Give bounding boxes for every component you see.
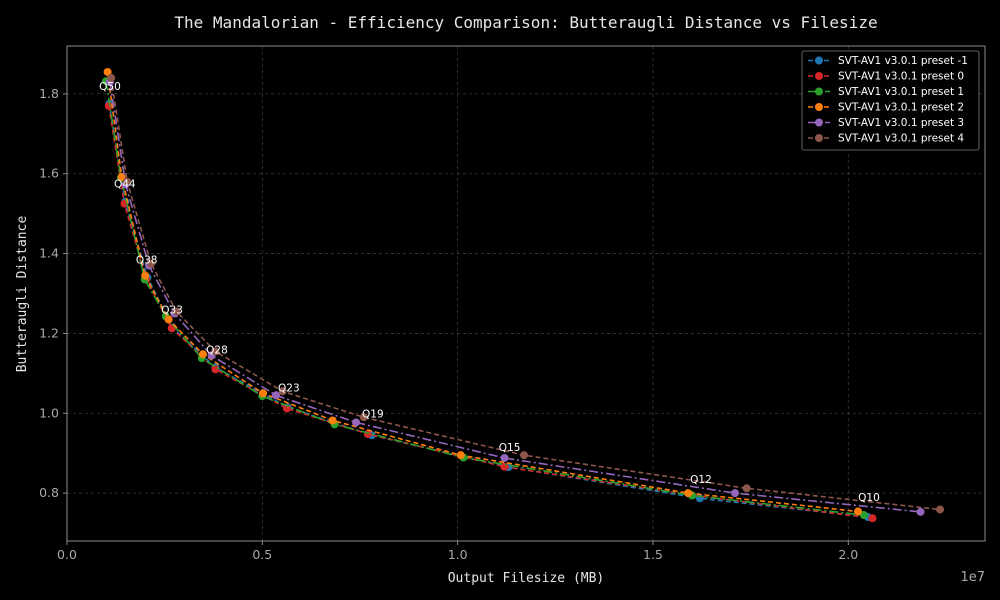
legend-marker bbox=[815, 134, 823, 142]
data-point bbox=[328, 416, 337, 425]
data-point bbox=[859, 511, 868, 520]
data-point bbox=[500, 453, 509, 462]
quality-label: Q28 bbox=[206, 344, 228, 356]
x-tick-label: 0.5 bbox=[252, 547, 272, 562]
x-tick-label: 1.5 bbox=[643, 547, 663, 562]
legend-marker bbox=[815, 87, 823, 96]
legend-item: SVT-AV1 v3.0.1 preset 0 bbox=[808, 71, 964, 83]
data-point bbox=[172, 307, 181, 316]
quality-label: Q12 bbox=[690, 474, 712, 486]
data-point bbox=[103, 67, 112, 76]
data-point bbox=[164, 315, 173, 324]
data-point bbox=[359, 413, 368, 422]
data-point bbox=[211, 347, 220, 356]
legend-label: SVT-AV1 v3.0.1 preset -1 bbox=[838, 55, 968, 67]
series-line bbox=[108, 105, 873, 519]
data-point bbox=[936, 505, 945, 514]
y-axis-label: Butteraugli Distance bbox=[15, 216, 30, 373]
quality-label: Q33 bbox=[161, 304, 183, 316]
data-point bbox=[198, 350, 207, 359]
quality-label: Q10 bbox=[858, 492, 880, 504]
y-tick-label: 0.8 bbox=[39, 485, 59, 500]
data-point bbox=[104, 101, 113, 110]
data-point bbox=[456, 451, 465, 460]
data-point bbox=[520, 451, 529, 460]
axes-ticks: 0.0 0.5 1.0 1.5 2.0 0.8 1.0 1.2 1.4 1.6 1.8 bbox=[39, 86, 858, 562]
data-point bbox=[141, 271, 150, 280]
data-point bbox=[271, 391, 280, 400]
quality-label: Q19 bbox=[362, 408, 384, 420]
legend-label: SVT-AV1 v3.0.1 preset 3 bbox=[838, 117, 964, 129]
data-point bbox=[278, 387, 287, 396]
chart-title: The Mandalorian - Efficiency Comparison:… bbox=[174, 13, 877, 32]
data-point bbox=[916, 507, 925, 516]
series-layer bbox=[102, 67, 945, 523]
data-point bbox=[107, 73, 116, 82]
legend-item: SVT-AV1 v3.0.1 preset 4 bbox=[808, 133, 964, 145]
x-tick-label: 0.0 bbox=[57, 547, 77, 562]
series-line bbox=[109, 81, 921, 513]
series-line bbox=[105, 80, 864, 516]
series-line bbox=[110, 77, 941, 511]
y-tick-label: 1.0 bbox=[39, 405, 59, 420]
legend-label: SVT-AV1 v3.0.1 preset 0 bbox=[838, 71, 964, 83]
series-3 bbox=[103, 67, 863, 516]
y-tick-label: 1.6 bbox=[39, 166, 59, 181]
plot-frame bbox=[66, 45, 986, 542]
quality-annotations: Q50 Q44 Q38 Q33 Q28 Q23 Q19 Q15 Q12 Q10 bbox=[99, 81, 880, 504]
y-tick-label: 1.2 bbox=[39, 325, 59, 340]
x-tick-label: 2.0 bbox=[838, 547, 858, 562]
data-point bbox=[730, 489, 739, 498]
legend-box bbox=[801, 50, 980, 151]
x-tick-label: 1.0 bbox=[448, 547, 468, 562]
legend-item: SVT-AV1 v3.0.1 preset 2 bbox=[808, 102, 964, 114]
legend-label: SVT-AV1 v3.0.1 preset 1 bbox=[838, 86, 964, 98]
data-point bbox=[742, 484, 751, 493]
legend-marker bbox=[815, 72, 823, 80]
data-point bbox=[868, 514, 877, 523]
legend-item: SVT-AV1 v3.0.1 preset -1 bbox=[808, 55, 968, 67]
quality-label: Q23 bbox=[278, 382, 300, 394]
data-point bbox=[854, 507, 863, 516]
x-axis-exponent: 1e7 bbox=[960, 570, 985, 585]
legend-item: SVT-AV1 v3.0.1 preset 1 bbox=[808, 86, 964, 98]
x-axis-label: Output Filesize (MB) bbox=[448, 571, 605, 586]
quality-label: Q44 bbox=[114, 179, 136, 191]
quality-label: Q38 bbox=[136, 255, 158, 267]
legend-label: SVT-AV1 v3.0.1 preset 4 bbox=[838, 133, 964, 145]
quality-label: Q50 bbox=[99, 81, 121, 93]
legend-label: SVT-AV1 v3.0.1 preset 2 bbox=[838, 102, 964, 114]
data-point bbox=[123, 177, 132, 186]
y-tick-label: 1.4 bbox=[39, 246, 59, 261]
data-point bbox=[684, 489, 693, 498]
data-point bbox=[259, 389, 268, 398]
legend-marker bbox=[815, 103, 823, 111]
legend-marker bbox=[815, 56, 823, 65]
y-tick-label: 1.8 bbox=[39, 86, 59, 101]
series-line bbox=[106, 71, 859, 513]
legend-marker bbox=[815, 118, 823, 127]
data-point bbox=[146, 259, 155, 268]
quality-label: Q15 bbox=[499, 442, 521, 454]
legend-item: SVT-AV1 v3.0.1 preset 3 bbox=[808, 117, 964, 129]
data-point bbox=[352, 418, 361, 427]
legend: SVT-AV1 v3.0.1 preset -1 SVT-AV1 v3.0.1 p… bbox=[801, 50, 980, 151]
data-point bbox=[117, 172, 126, 181]
series-5 bbox=[107, 73, 945, 514]
